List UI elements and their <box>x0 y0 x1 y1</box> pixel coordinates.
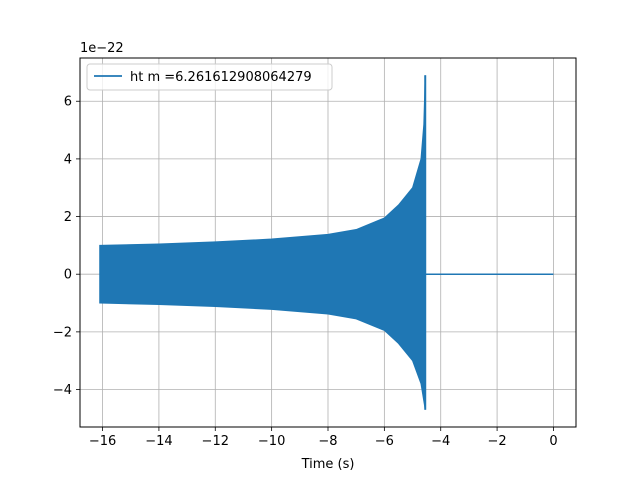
ticks: −16 −14 −12 −10 −8 −6 −4 −2 0 −4 −2 0 2 4 6 <box>53 95 558 449</box>
x-tick-label: −4 <box>431 434 450 449</box>
y-tick-label: 4 <box>64 152 72 167</box>
legend-box <box>86 63 333 91</box>
y-tick-label: −4 <box>53 383 72 398</box>
y-offset-label: 1e−22 <box>80 41 124 56</box>
x-tick-label: −8 <box>318 434 337 449</box>
legend: ht m =6.261612908064279 <box>86 63 333 91</box>
y-tick-label: −2 <box>53 325 72 340</box>
y-tick-label: 0 <box>64 268 72 283</box>
x-tick-label: −16 <box>89 434 116 449</box>
grid <box>80 58 576 427</box>
x-axis-label: Time (s) <box>301 457 355 472</box>
x-tick-label: −10 <box>258 434 285 449</box>
x-tick-label: −2 <box>488 434 507 449</box>
x-tick-label: −6 <box>375 434 394 449</box>
legend-label: ht m =6.261612908064279 <box>130 70 312 85</box>
series-layer <box>99 75 554 410</box>
y-tick-label: 6 <box>64 95 72 110</box>
x-tick-label: −14 <box>145 434 172 449</box>
x-tick-label: 0 <box>549 434 557 449</box>
x-tick-label: −12 <box>202 434 229 449</box>
y-tick-label: 2 <box>64 210 72 225</box>
